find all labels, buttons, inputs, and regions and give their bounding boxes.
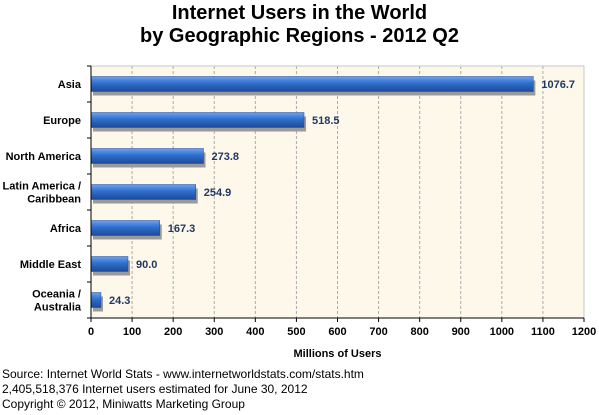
x-tick-label: 500 xyxy=(287,326,305,338)
chart-title: Internet Users in the World xyxy=(171,2,428,24)
x-tick-label: 0 xyxy=(88,326,94,338)
bar xyxy=(90,292,102,308)
bar-value-label: 90.0 xyxy=(136,259,157,271)
x-tick-label: 700 xyxy=(369,326,387,338)
bar-value-label: 24.3 xyxy=(109,295,130,307)
source-note: Source: Internet World Stats - www.inter… xyxy=(2,367,364,381)
chart-subtitle: by Geographic Regions - 2012 Q2 xyxy=(140,25,459,47)
category-label: Australia xyxy=(34,302,82,314)
bar xyxy=(90,76,534,92)
x-axis-label: Millions of Users xyxy=(293,348,381,360)
bar-value-label: 518.5 xyxy=(312,115,340,127)
estimate-note: 2,405,518,376 Internet users estimated f… xyxy=(2,382,308,396)
bar-value-label: 273.8 xyxy=(211,151,239,163)
category-label: Asia xyxy=(58,79,82,91)
category-label: Africa xyxy=(50,223,82,235)
bar-value-label: 1076.7 xyxy=(541,79,575,91)
bar xyxy=(90,256,129,272)
bar xyxy=(90,220,160,236)
bar xyxy=(90,112,305,128)
x-tick-label: 400 xyxy=(246,326,264,338)
x-tick-label: 100 xyxy=(123,326,141,338)
bar xyxy=(90,148,204,164)
x-tick-label: 200 xyxy=(164,326,182,338)
bar-value-label: 254.9 xyxy=(204,187,232,199)
category-label: Europe xyxy=(43,115,81,127)
x-tick-label: 900 xyxy=(452,326,470,338)
bar-value-label: 167.3 xyxy=(168,223,196,235)
category-label: Latin America / xyxy=(3,181,81,193)
x-tick-label: 600 xyxy=(328,326,346,338)
copyright-note: Copyright © 2012, Miniwatts Marketing Gr… xyxy=(2,397,245,411)
x-tick-label: 1100 xyxy=(531,326,555,338)
category-label: Caribbean xyxy=(27,194,81,206)
category-label: Middle East xyxy=(20,259,81,271)
category-label: North America xyxy=(6,151,82,163)
category-label: Oceania / xyxy=(32,289,81,301)
x-tick-label: 300 xyxy=(205,326,223,338)
x-tick-label: 1200 xyxy=(572,326,596,338)
x-tick-label: 800 xyxy=(410,326,428,338)
x-tick-label: 1000 xyxy=(490,326,514,338)
bar xyxy=(90,184,196,200)
